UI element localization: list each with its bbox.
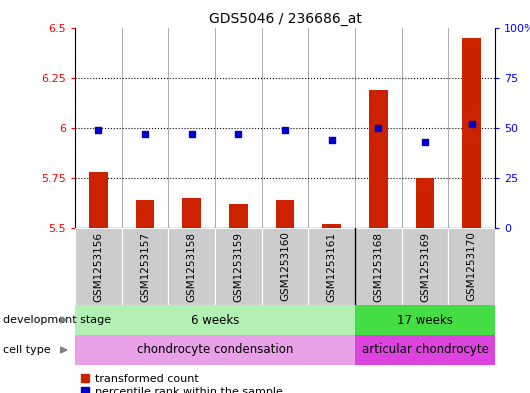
Point [188, 131, 196, 137]
Legend: transformed count, percentile rank within the sample: transformed count, percentile rank withi… [81, 374, 283, 393]
Bar [355, 228, 402, 305]
Bar [75, 335, 355, 365]
Text: GSM1253168: GSM1253168 [373, 231, 383, 301]
Text: 17 weeks: 17 weeks [397, 314, 453, 327]
Bar [262, 228, 308, 305]
Text: GSM1253170: GSM1253170 [467, 231, 476, 301]
Bar [276, 200, 294, 228]
Point [467, 121, 476, 127]
Point [234, 131, 243, 137]
Bar [75, 228, 122, 305]
Bar [229, 204, 248, 228]
Point [94, 127, 103, 133]
Bar [369, 90, 387, 228]
Bar [75, 305, 355, 335]
Text: GSM1253169: GSM1253169 [420, 231, 430, 301]
Text: cell type: cell type [3, 345, 50, 355]
Point [421, 139, 429, 145]
Bar [308, 228, 355, 305]
Text: chondrocyte condensation: chondrocyte condensation [137, 343, 293, 356]
Title: GDS5046 / 236686_at: GDS5046 / 236686_at [209, 11, 361, 26]
Point [141, 131, 149, 137]
Text: development stage: development stage [3, 315, 111, 325]
Text: GSM1253161: GSM1253161 [326, 231, 337, 301]
Bar [355, 335, 495, 365]
Point [374, 125, 383, 131]
Text: articular chondrocyte: articular chondrocyte [361, 343, 489, 356]
Text: GSM1253159: GSM1253159 [233, 231, 243, 301]
Text: 6 weeks: 6 weeks [191, 314, 239, 327]
Point [281, 127, 289, 133]
Bar [182, 198, 201, 228]
Text: GSM1253158: GSM1253158 [187, 231, 197, 301]
Bar [122, 228, 169, 305]
Bar [448, 228, 495, 305]
Bar [89, 172, 108, 228]
Bar [136, 200, 154, 228]
Bar [416, 178, 434, 228]
Bar [462, 38, 481, 228]
Point [328, 137, 336, 143]
Bar [322, 224, 341, 228]
Text: GSM1253160: GSM1253160 [280, 231, 290, 301]
Bar [402, 228, 448, 305]
Bar [215, 228, 262, 305]
Bar [169, 228, 215, 305]
Text: GSM1253156: GSM1253156 [93, 231, 103, 301]
Bar [355, 305, 495, 335]
Text: GSM1253157: GSM1253157 [140, 231, 150, 301]
